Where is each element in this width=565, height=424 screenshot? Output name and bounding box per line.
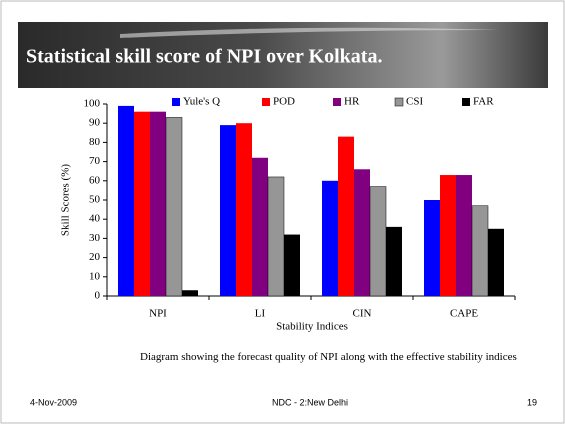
bar bbox=[134, 111, 150, 297]
legend-label: CSI bbox=[406, 96, 423, 108]
bar bbox=[267, 176, 285, 297]
bar bbox=[220, 125, 236, 297]
y-tick-label: 40 bbox=[89, 213, 101, 225]
title-streak bbox=[120, 27, 500, 38]
bar bbox=[488, 228, 504, 296]
legend-swatch bbox=[394, 97, 404, 107]
legend-swatch bbox=[262, 98, 270, 106]
bar bbox=[182, 290, 198, 296]
caption: Diagram showing the forecast quality of … bbox=[140, 351, 517, 363]
bar bbox=[386, 226, 402, 296]
x-axis-label: Stability Indices bbox=[276, 321, 348, 333]
bar bbox=[284, 234, 300, 296]
x-tick-label: CAPE bbox=[450, 308, 478, 320]
footer-date: 4-Nov-2009 bbox=[30, 397, 77, 407]
legend-label: HR bbox=[344, 96, 360, 108]
bar bbox=[165, 117, 183, 297]
y-tick-label: 60 bbox=[89, 174, 101, 186]
footer-center: NDC - 2:New Delhi bbox=[272, 397, 348, 407]
legend-label: Yule's Q bbox=[183, 96, 220, 108]
bar bbox=[369, 186, 387, 297]
y-tick-label: 100 bbox=[84, 98, 101, 110]
bar bbox=[440, 175, 456, 296]
legend-label: FAR bbox=[473, 96, 494, 108]
bar bbox=[456, 175, 472, 296]
y-tick-label: 50 bbox=[89, 194, 101, 206]
bar bbox=[338, 136, 354, 296]
bar bbox=[322, 180, 338, 296]
y-tick-label: 20 bbox=[89, 251, 101, 263]
legend-label: POD bbox=[273, 96, 295, 108]
y-tick-label: 70 bbox=[89, 155, 101, 167]
legend-swatch bbox=[462, 98, 470, 106]
page-number: 19 bbox=[527, 397, 537, 407]
title-bar bbox=[18, 22, 548, 88]
chart-title: Statistical skill score of NPI over Kolk… bbox=[26, 46, 382, 68]
x-tick-label: CIN bbox=[353, 308, 372, 320]
bar bbox=[471, 205, 489, 297]
y-tick-label: 10 bbox=[89, 270, 101, 282]
x-tick-label: NPI bbox=[149, 308, 167, 320]
legend-swatch bbox=[333, 98, 341, 106]
x-tick-label: LI bbox=[255, 308, 266, 320]
bar bbox=[252, 157, 268, 296]
bar bbox=[424, 200, 440, 296]
y-tick-label: 30 bbox=[89, 232, 101, 244]
y-tick-label: 90 bbox=[89, 117, 101, 129]
bar bbox=[118, 105, 134, 296]
y-tick-label: 80 bbox=[89, 136, 101, 148]
legend-swatch bbox=[172, 98, 180, 106]
bar bbox=[236, 123, 252, 296]
bar bbox=[150, 111, 166, 297]
y-axis-label: Skill Scores (%) bbox=[60, 164, 72, 236]
y-tick-label: 0 bbox=[95, 290, 101, 302]
bar bbox=[354, 169, 370, 296]
